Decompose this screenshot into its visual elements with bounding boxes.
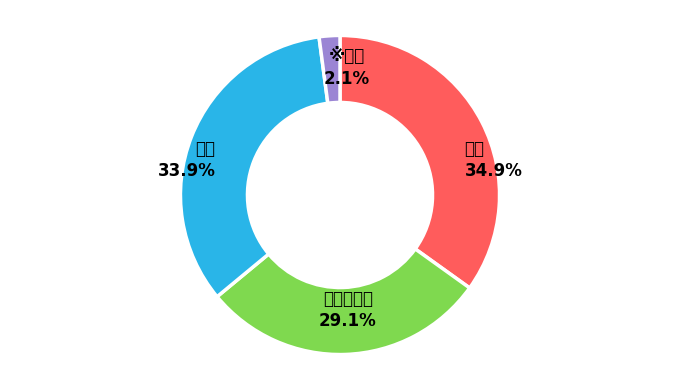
Wedge shape — [217, 249, 470, 355]
Wedge shape — [340, 35, 500, 288]
Text: 34.9%: 34.9% — [464, 162, 522, 180]
Text: 33.9%: 33.9% — [158, 162, 216, 180]
Text: 変わらない: 変わらない — [323, 290, 373, 308]
Text: 29.1%: 29.1% — [319, 312, 377, 330]
Text: ※不明: ※不明 — [328, 47, 364, 65]
Text: 増加: 増加 — [464, 140, 484, 158]
Wedge shape — [319, 35, 340, 103]
Text: 2.1%: 2.1% — [323, 69, 369, 87]
Text: 減少: 減少 — [196, 140, 216, 158]
Wedge shape — [180, 37, 328, 297]
